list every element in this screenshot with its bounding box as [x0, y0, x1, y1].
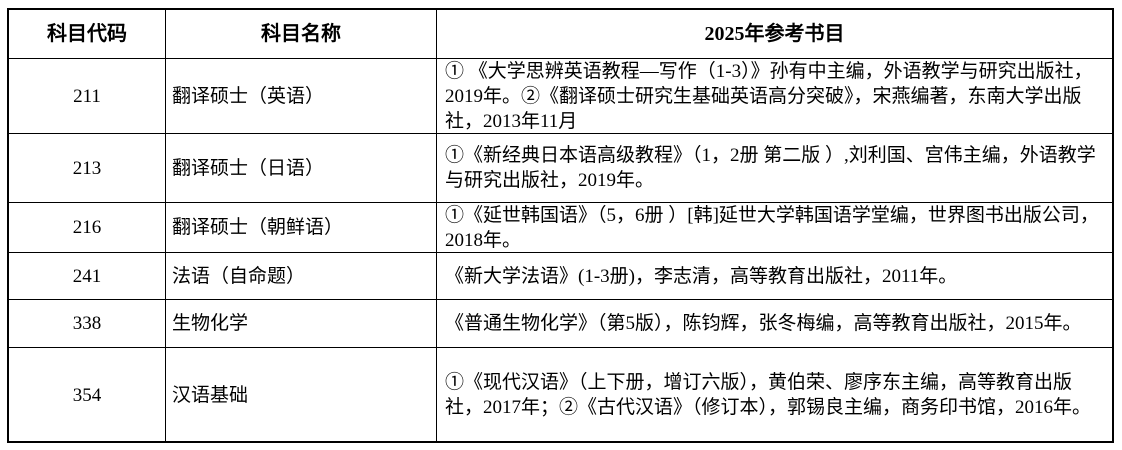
cell-subject-name: 生物化学 — [166, 300, 437, 347]
table-row: 354 汉语基础 ①《现代汉语》（上下册，增订六版），黄伯荣、廖序东主编，高等教… — [9, 348, 1112, 442]
header-subject-code: 科目代码 — [9, 10, 166, 58]
table-row: 241 法语（自命题） 《新大学法语》(1-3册)，李志清，高等教育出版社，20… — [9, 253, 1112, 300]
cell-subject-code: 213 — [9, 134, 166, 202]
table-header-row: 科目代码 科目名称 2025年参考书目 — [9, 10, 1112, 59]
cell-reference-books: ①《延世韩国语》（5，6册 ）[韩]延世大学韩国语学堂编，世界图书出版公司，20… — [445, 204, 1099, 251]
cell-reference-books: ①《新经典日本语高级教程》（1，2册 第二版 ）,刘利国、宫伟主编，外语教学与研… — [445, 145, 1096, 191]
cell-subject-name: 翻译硕士（英语） — [166, 59, 437, 133]
header-subject-name: 科目名称 — [166, 10, 437, 58]
cell-reference-books: ① 《大学思辨英语教程—写作（1-3）》孙有中主编，外语教学与研究出版社，201… — [445, 60, 1093, 132]
table-row: 338 生物化学 《普通生物化学》（第5版），陈钧辉，张冬梅编，高等教育出版社，… — [9, 300, 1112, 348]
table-row: 213 翻译硕士（日语） ①《新经典日本语高级教程》（1，2册 第二版 ）,刘利… — [9, 134, 1112, 203]
table-row: 216 翻译硕士（朝鲜语） ①《延世韩国语》（5，6册 ）[韩]延世大学韩国语学… — [9, 203, 1112, 253]
header-reference-books: 2025年参考书目 — [704, 22, 845, 45]
cell-subject-name: 翻译硕士（朝鲜语） — [166, 203, 437, 252]
cell-subject-name: 法语（自命题） — [166, 253, 437, 299]
cell-subject-name: 翻译硕士（日语） — [166, 134, 437, 202]
cell-subject-code: 211 — [9, 59, 166, 133]
cell-reference-books: 《普通生物化学》（第5版），陈钧辉，张冬梅编，高等教育出版社，2015年。 — [445, 313, 1082, 334]
cell-reference-books: ①《现代汉语》（上下册，增订六版），黄伯荣、廖序东主编，高等教育出版社，2017… — [445, 372, 1092, 418]
cell-subject-code: 216 — [9, 203, 166, 252]
cell-reference-books: 《新大学法语》(1-3册)，李志清，高等教育出版社，2011年。 — [445, 265, 958, 287]
cell-subject-name: 汉语基础 — [166, 348, 437, 442]
cell-subject-code: 338 — [9, 300, 166, 347]
cell-subject-code: 354 — [9, 348, 166, 442]
table-row: 211 翻译硕士（英语） ① 《大学思辨英语教程—写作（1-3）》孙有中主编，外… — [9, 59, 1112, 134]
reference-books-table: 科目代码 科目名称 2025年参考书目 211 翻译硕士（英语） ① 《大学思辨… — [7, 8, 1114, 443]
cell-subject-code: 241 — [9, 253, 166, 299]
